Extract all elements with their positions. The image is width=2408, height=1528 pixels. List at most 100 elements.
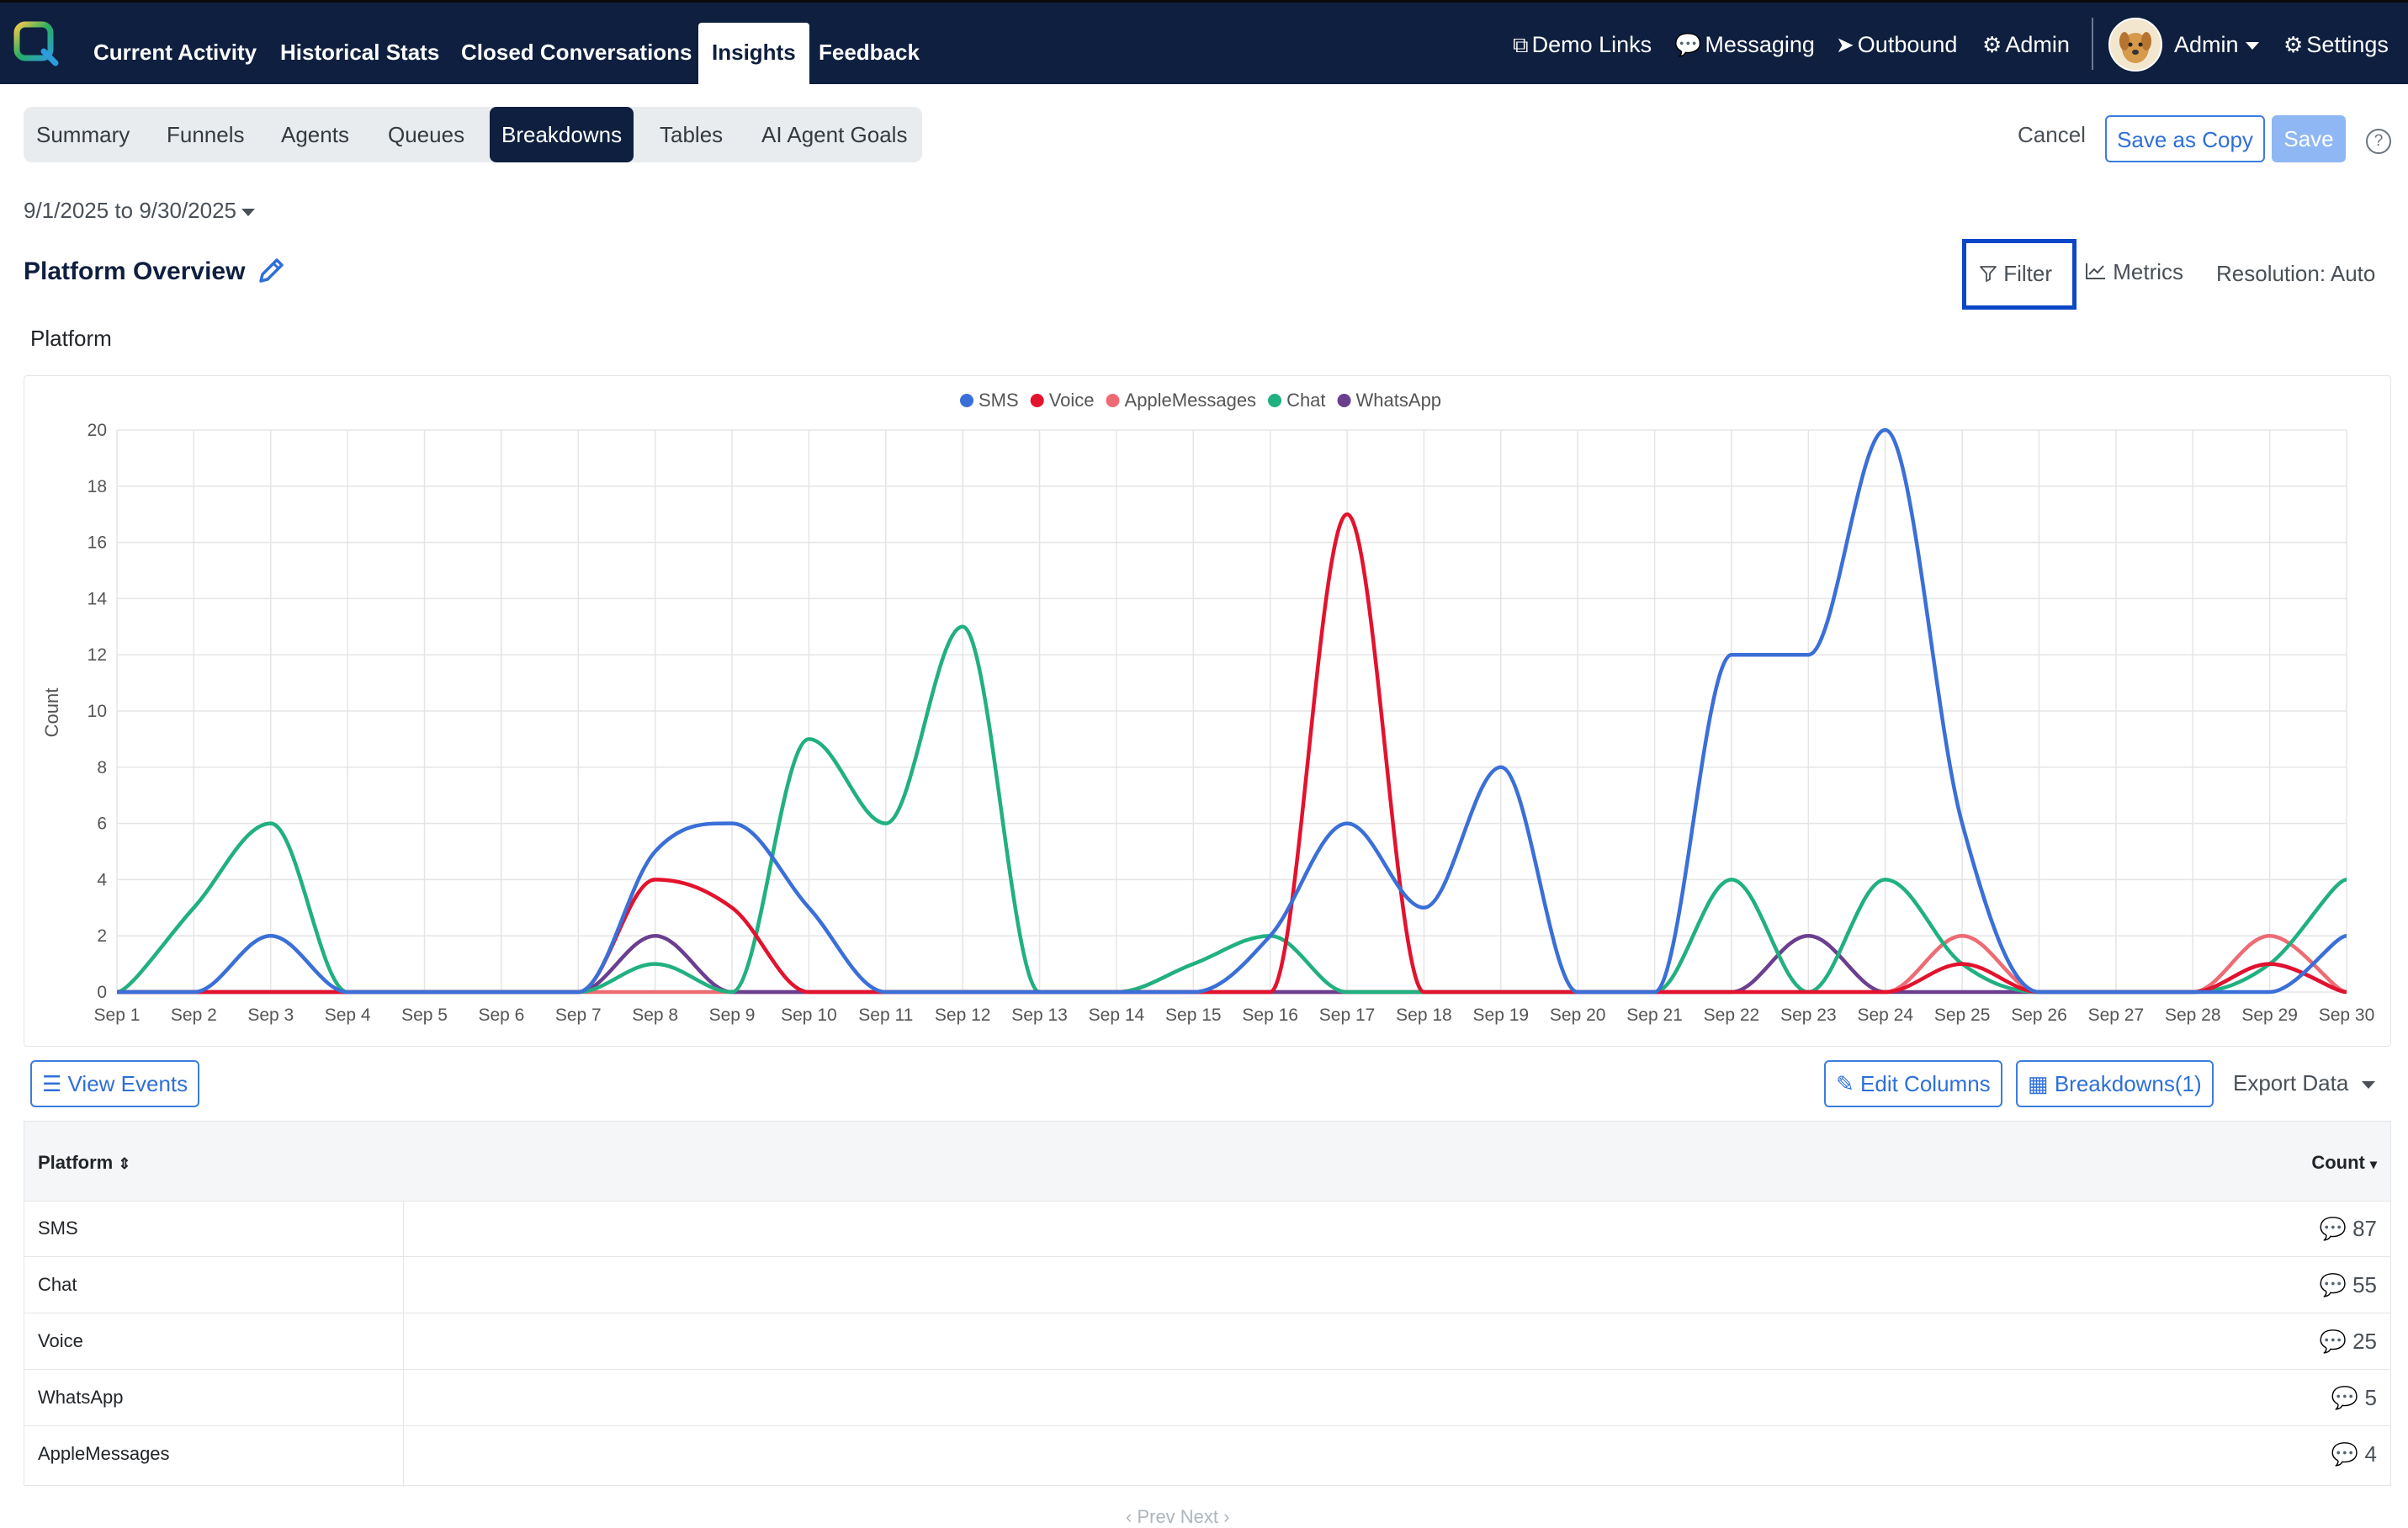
edit-columns-button[interactable]: ✎ Edit Columns — [1824, 1060, 2002, 1107]
legend-label: AppleMessages — [1125, 390, 1257, 411]
pagination[interactable]: ‹ Prev Next › — [1126, 1506, 1230, 1527]
platform-cell: Chat — [38, 1274, 77, 1295]
x-tick-label: Sep 13 — [1011, 1005, 1068, 1025]
platform-column-header[interactable]: Platform ⇕ — [38, 1152, 130, 1174]
date-range-picker[interactable]: 9/1/2025 to 9/30/2025 — [24, 198, 256, 224]
user-menu[interactable]: Admin — [2174, 3, 2259, 87]
x-tick-label: Sep 29 — [2241, 1005, 2298, 1025]
tab-tables[interactable]: Tables — [660, 122, 724, 147]
nav-demo-links[interactable]: ⧉ Demo Links — [1513, 3, 1652, 87]
count-column-header[interactable]: Count ▾ — [2311, 1152, 2377, 1174]
gear-icon: ⚙ — [2283, 32, 2304, 57]
series-line-voice — [117, 512, 2347, 995]
table-row[interactable]: SMS 💬 87 — [24, 1201, 2390, 1257]
table-row[interactable]: Chat 💬 55 — [24, 1257, 2390, 1313]
save-button[interactable]: Save — [2272, 115, 2346, 162]
nav-outbound-label: Outbound — [1857, 32, 1958, 57]
x-tick-label: Sep 25 — [1934, 1005, 1991, 1025]
nav-messaging[interactable]: 💬 Messaging — [1674, 3, 1815, 87]
list-icon: ☰ — [42, 1071, 62, 1096]
filter-icon — [1980, 266, 1997, 282]
help-icon[interactable]: ? — [2366, 129, 2391, 154]
pencil-icon: ✎ — [1836, 1071, 1854, 1096]
legend-marker-sms — [960, 394, 973, 407]
platform-cell: AppleMessages — [38, 1443, 170, 1464]
y-axis-ticks: 0 2 4 6 8 10 12 14 16 18 20 — [88, 421, 108, 1002]
external-link-icon: ⧉ — [1513, 32, 1529, 57]
table-header: Platform ⇕ Count ▾ — [24, 1122, 2390, 1202]
legend-label: SMS — [979, 390, 1019, 411]
save-as-copy-button[interactable]: Save as Copy — [2105, 115, 2265, 162]
y-tick-label: 20 — [88, 421, 107, 440]
y-tick-label: 4 — [97, 870, 107, 889]
comments-icon: 💬 — [2319, 1329, 2347, 1354]
line-chart-icon — [2086, 263, 2105, 279]
nav-messaging-label: Messaging — [1705, 32, 1815, 57]
nav-feedback[interactable]: Feedback — [819, 40, 920, 65]
nav-insights[interactable]: Insights — [698, 23, 809, 87]
filter-label: Filter — [2003, 261, 2053, 286]
legend-label: Voice — [1049, 390, 1095, 411]
metrics-button[interactable]: Metrics — [2085, 259, 2183, 285]
nav-outbound[interactable]: ➤ Outbound — [1836, 3, 1957, 87]
legend-label: WhatsApp — [1356, 390, 1442, 411]
x-tick-label: Sep 3 — [247, 1005, 294, 1025]
x-tick-label: Sep 27 — [2088, 1005, 2145, 1025]
x-tick-label: Sep 15 — [1165, 1005, 1222, 1025]
x-tick-label: Sep 7 — [555, 1005, 602, 1025]
x-tick-label: Sep 2 — [171, 1005, 217, 1025]
series-line-chat — [116, 624, 2347, 995]
app-logo-icon[interactable] — [13, 21, 61, 68]
nav-admin[interactable]: ⚙ Admin — [1982, 3, 2070, 87]
x-tick-label: Sep 21 — [1626, 1005, 1683, 1025]
top-navbar: Current Activity Historical Stats Closed… — [0, 0, 2408, 87]
pencil-icon[interactable] — [254, 254, 288, 288]
table-row[interactable]: Voice 💬 25 — [24, 1313, 2390, 1370]
x-tick-label: Sep 23 — [1780, 1005, 1837, 1025]
nav-current-activity[interactable]: Current Activity — [93, 40, 257, 65]
tab-funnels[interactable]: Funnels — [167, 122, 245, 147]
y-tick-label: 0 — [97, 983, 107, 1002]
comments-icon: 💬 — [2331, 1441, 2359, 1467]
table-row[interactable]: WhatsApp 💬 5 — [24, 1370, 2390, 1426]
tab-ai-agent-goals[interactable]: AI Agent Goals — [761, 122, 908, 147]
date-range-label: 9/1/2025 to 9/30/2025 — [24, 198, 237, 223]
chart-grid — [116, 429, 2347, 993]
breakdowns-button[interactable]: ▦ Breakdowns(1) — [2016, 1060, 2214, 1107]
nav-historical-stats[interactable]: Historical Stats — [280, 40, 440, 65]
platform-header-label: Platform — [38, 1152, 114, 1173]
count-cell: 💬 55 — [2319, 1272, 2377, 1298]
export-data-dropdown[interactable]: Export Data — [2233, 1070, 2376, 1096]
line-chart-container: 0 2 4 6 8 10 12 14 16 18 20 Sep 1 Sep 2 Sep 3 Sep 4 Se… — [24, 375, 2391, 1047]
table-row[interactable]: AppleMessages 💬 4 — [24, 1426, 2390, 1483]
x-tick-label: Sep 16 — [1242, 1005, 1298, 1025]
filter-button[interactable]: Filter — [1979, 261, 2052, 287]
nav-closed-conversations[interactable]: Closed Conversations — [461, 40, 692, 65]
legend-label: Chat — [1286, 390, 1325, 411]
series-line-sms — [117, 427, 2347, 995]
count-value: 4 — [2364, 1441, 2377, 1467]
nav-settings[interactable]: ⚙ Settings — [2283, 3, 2389, 87]
sort-desc-icon: ▾ — [2369, 1158, 2377, 1172]
legend-marker-voice — [1030, 394, 1044, 407]
caret-down-icon — [2362, 1080, 2376, 1089]
cancel-button[interactable]: Cancel — [2018, 122, 2086, 147]
resolution-selector[interactable]: Resolution: Auto — [2216, 261, 2376, 286]
x-tick-label: Sep 20 — [1550, 1005, 1606, 1025]
y-tick-label: 6 — [97, 814, 107, 834]
table-icon: ▦ — [2028, 1071, 2049, 1096]
tab-summary[interactable]: Summary — [36, 122, 130, 147]
section-label: Platform — [30, 326, 112, 351]
user-name: Admin — [2174, 32, 2239, 57]
avatar[interactable] — [2108, 18, 2162, 72]
nav-divider — [2092, 18, 2093, 70]
chart-legend[interactable]: SMS Voice AppleMessages Chat WhatsApp — [960, 390, 1441, 411]
tab-queues[interactable]: Queues — [388, 122, 465, 147]
tab-agents[interactable]: Agents — [281, 122, 349, 147]
view-events-button[interactable]: ☰ View Events — [30, 1060, 200, 1107]
count-value: 55 — [2352, 1272, 2377, 1297]
x-tick-label: Sep 11 — [858, 1005, 913, 1025]
tab-breakdowns[interactable]: Breakdowns — [490, 107, 634, 162]
x-tick-label: Sep 28 — [2165, 1005, 2221, 1025]
